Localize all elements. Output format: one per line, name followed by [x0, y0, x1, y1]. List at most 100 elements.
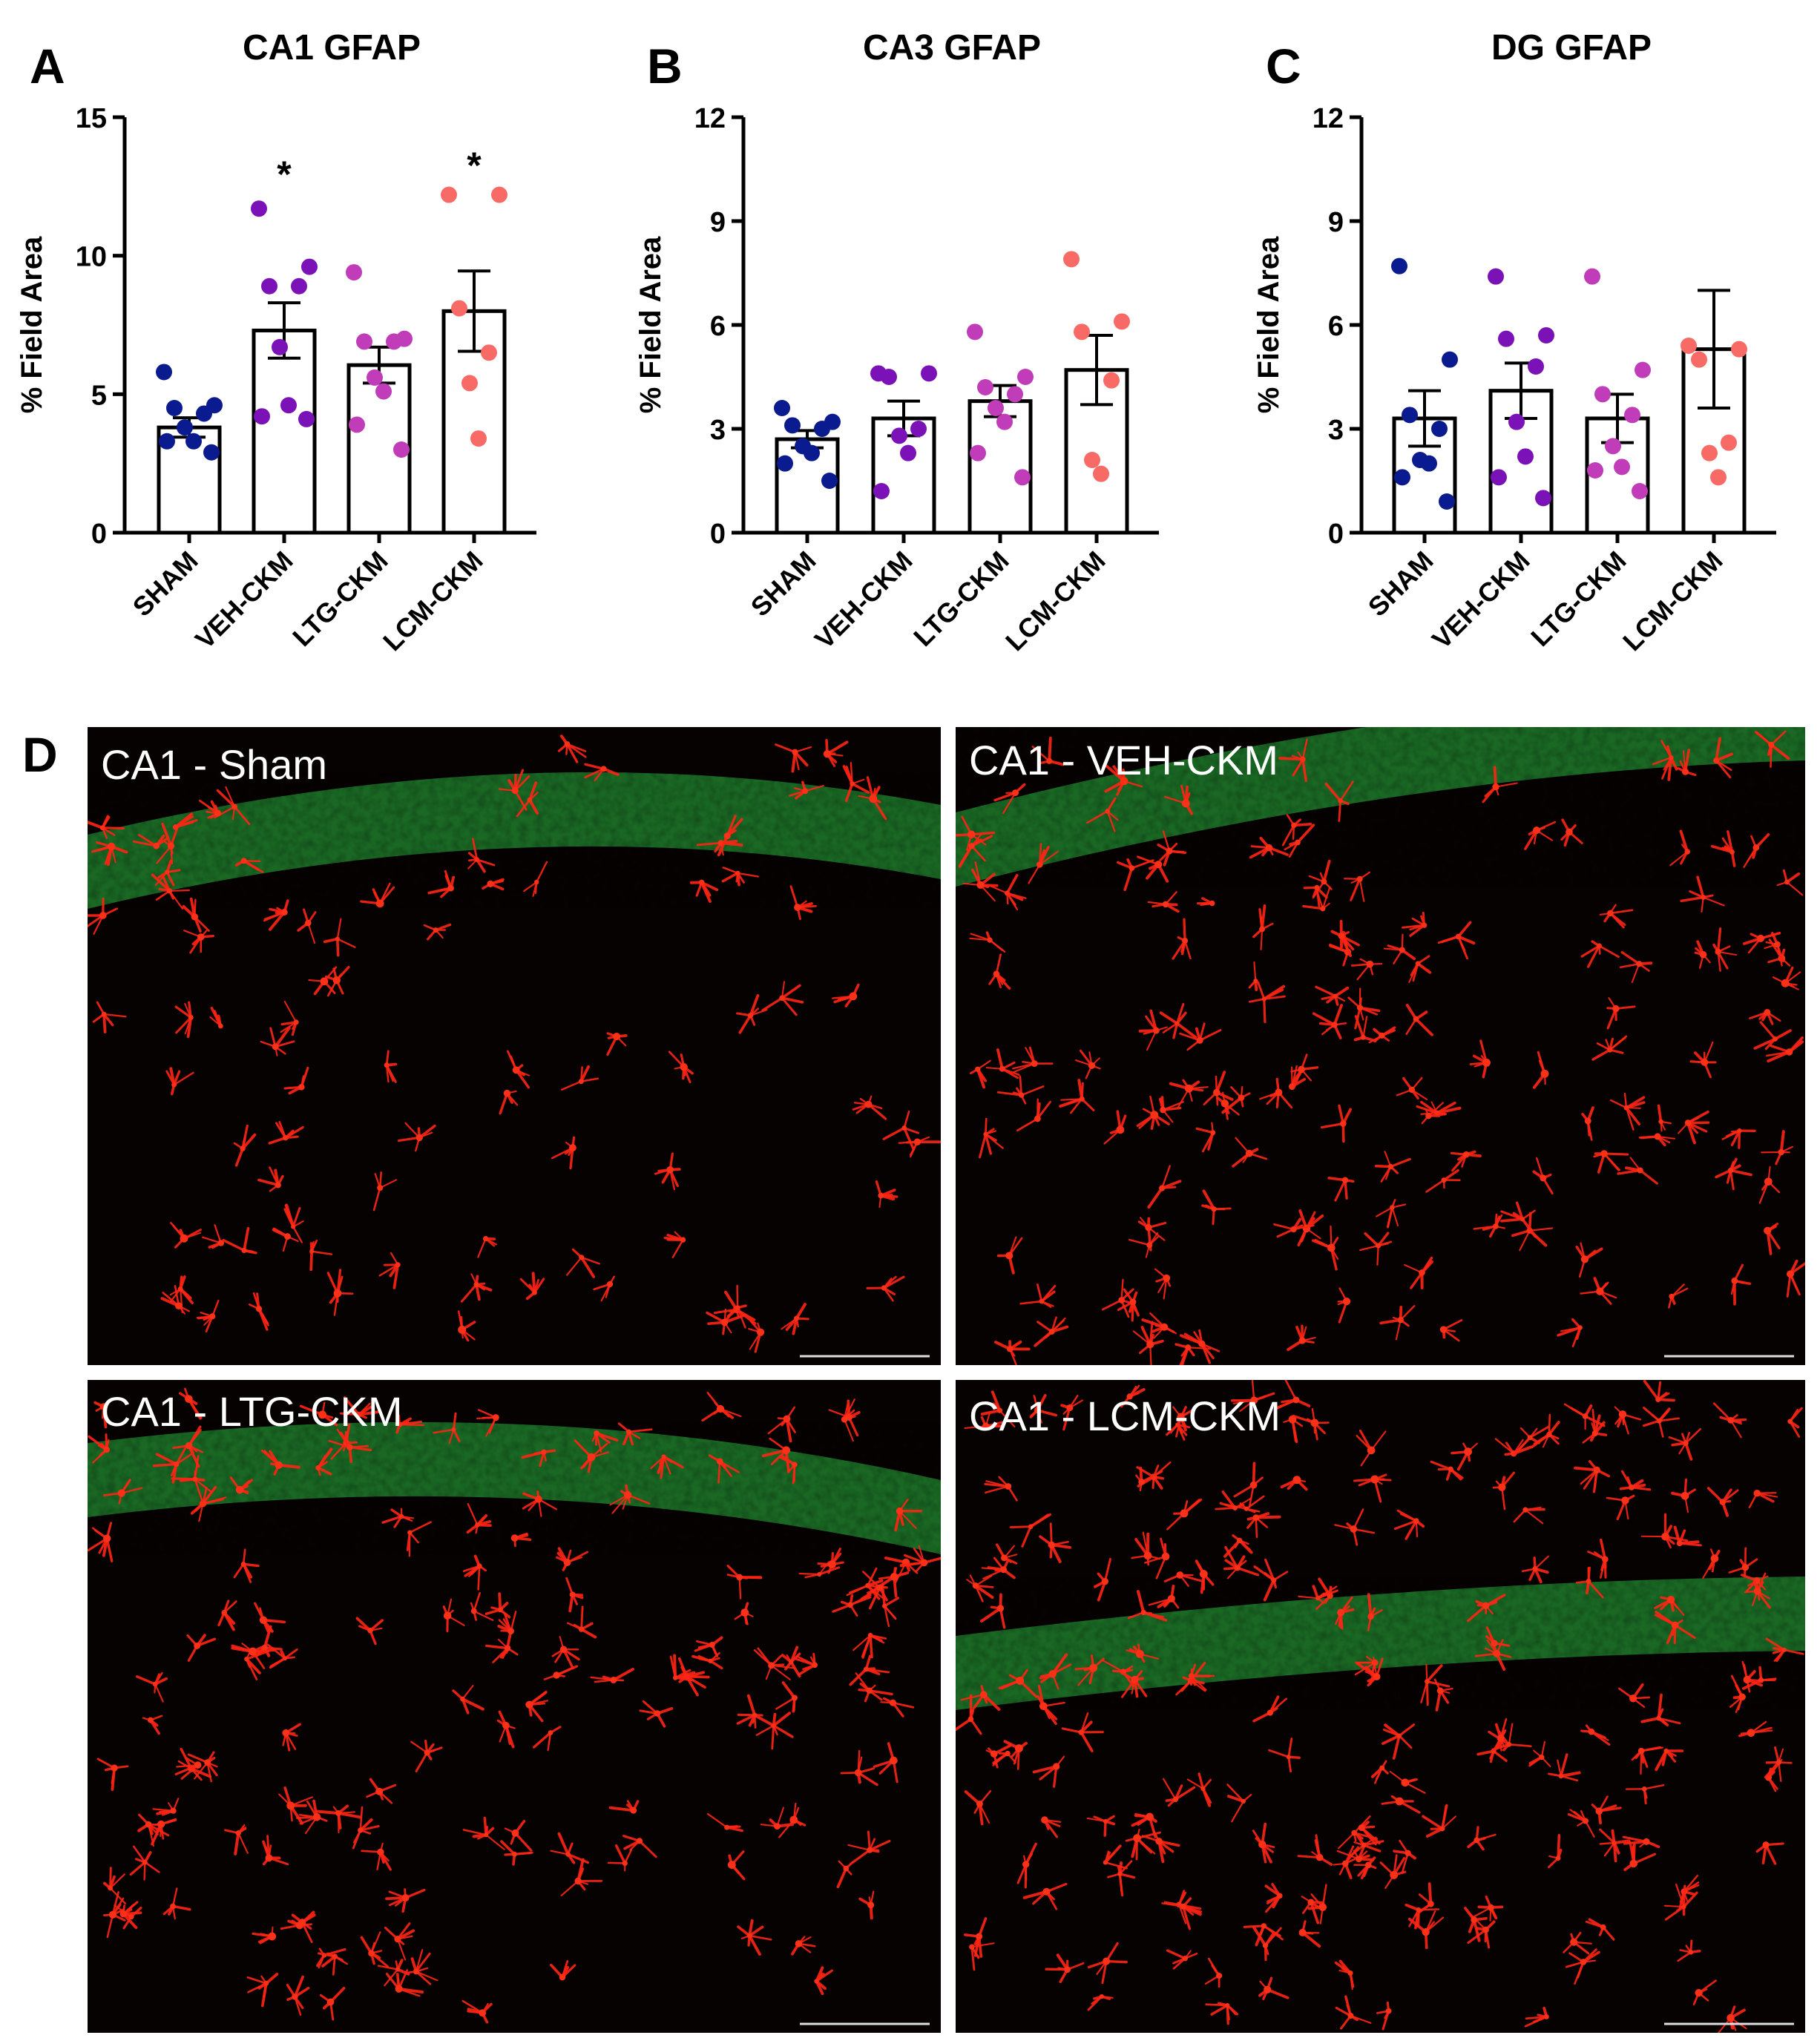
astrocyte	[836, 1860, 854, 1889]
astrocyte	[989, 873, 1027, 911]
astrocyte	[1022, 1882, 1068, 1910]
astrocyte	[1587, 1538, 1609, 1579]
astrocyte	[1103, 1844, 1128, 1870]
astrocyte	[980, 1593, 1006, 1629]
data-point	[1538, 327, 1554, 343]
astrocyte	[504, 1819, 533, 1852]
astrocyte	[361, 1842, 392, 1871]
astrocyte	[516, 781, 539, 818]
astrocyte	[1575, 1566, 1604, 1599]
astrocyte	[1252, 1695, 1288, 1723]
astrocyte	[566, 1605, 597, 1639]
astrocyte	[1631, 1746, 1664, 1775]
astrocyte	[1012, 1046, 1054, 1074]
astrocyte	[1188, 1663, 1215, 1691]
astrocyte	[1259, 1077, 1293, 1109]
astrocyte	[260, 1026, 295, 1056]
astrocyte	[858, 776, 887, 821]
astrocyte	[1677, 749, 1697, 777]
astrocyte	[855, 1672, 893, 1703]
astrocyte	[1215, 1490, 1252, 1511]
data-point	[1605, 438, 1621, 455]
astrocyte	[1301, 1896, 1325, 1924]
astrocyte	[1619, 1470, 1652, 1491]
astrocyte	[460, 1273, 493, 1303]
astrocyte	[1163, 1890, 1202, 1924]
astrocyte	[1353, 1856, 1377, 1880]
data-point	[1584, 268, 1600, 285]
astrocyte	[852, 1095, 887, 1120]
astrocyte	[1087, 1994, 1114, 2011]
astrocyte	[1334, 1959, 1355, 1991]
astrocyte	[985, 1048, 1020, 1079]
astrocyte	[1101, 1278, 1134, 1318]
data-point	[1701, 444, 1718, 461]
astrocyte	[663, 1231, 686, 1258]
astrocyte	[1354, 1655, 1379, 1685]
astrocyte	[1159, 1002, 1198, 1039]
data-point	[1635, 361, 1651, 378]
data-point	[1681, 338, 1697, 354]
astrocyte	[482, 878, 505, 891]
astrocyte	[1669, 829, 1690, 867]
data-point	[1731, 341, 1747, 358]
astrocyte	[981, 1557, 1016, 1580]
astrocyte	[1623, 1841, 1656, 1872]
astrocyte	[182, 897, 210, 933]
astrocyte	[1375, 1151, 1411, 1183]
astrocyte	[169, 1221, 202, 1249]
astrocyte	[1016, 1098, 1051, 1132]
astrocyte	[1786, 1259, 1805, 1298]
astrocyte	[142, 1715, 163, 1735]
astrocyte	[452, 1685, 484, 1715]
astrocyte	[1120, 1384, 1146, 1408]
astrocyte	[1205, 2002, 1239, 2025]
astrocyte	[1580, 1277, 1617, 1305]
micrograph-label: CA1 - LCM-CKM	[969, 1393, 1281, 1439]
astrocyte	[994, 1340, 1031, 1365]
astrocyte	[102, 1479, 143, 1505]
astrocyte	[1761, 1130, 1794, 1166]
astrocyte	[1253, 1558, 1289, 1602]
astrocyte	[1425, 1168, 1461, 1193]
astrocyte	[1201, 1189, 1232, 1226]
astrocyte	[1606, 1494, 1635, 1521]
astrocyte	[1358, 1821, 1381, 1846]
astrocyte	[622, 1835, 657, 1858]
data-point	[1014, 469, 1031, 486]
astrocyte	[998, 1669, 1038, 1698]
astrocyte	[1094, 1557, 1111, 1602]
astrocyte	[1117, 1288, 1140, 1322]
astrocyte	[1029, 1393, 1058, 1424]
astrocyte	[1764, 1223, 1781, 1255]
astrocyte	[384, 1050, 398, 1083]
data-point	[298, 410, 315, 427]
data-point	[451, 300, 467, 317]
astrocyte	[1654, 1611, 1696, 1645]
astrocyte	[1019, 1283, 1057, 1308]
astrocyte	[202, 1224, 224, 1249]
astrocyte	[1172, 918, 1192, 960]
astrocyte	[721, 867, 760, 887]
data-point	[272, 338, 288, 355]
astrocyte	[1347, 987, 1381, 1030]
x-tick-label: LTG-CKM	[907, 545, 1014, 652]
astrocyte	[355, 1617, 384, 1646]
astrocyte	[278, 1786, 313, 1825]
astrocyte	[1482, 766, 1518, 803]
astrocyte	[360, 882, 395, 908]
astrocyte	[639, 1700, 674, 1728]
astrocyte	[1297, 1834, 1333, 1866]
astrocyte	[654, 1152, 681, 1191]
astrocyte	[866, 1275, 905, 1302]
astrocyte	[395, 1414, 424, 1434]
astrocyte	[1643, 1380, 1675, 1402]
data-point	[1093, 465, 1109, 482]
astrocyte	[172, 812, 198, 830]
astrocyte	[860, 1571, 888, 1610]
astrocyte	[1164, 784, 1194, 815]
astrocyte	[817, 1548, 844, 1574]
astrocyte	[352, 1806, 380, 1850]
astrocyte	[1382, 1723, 1416, 1760]
astrocyte	[1287, 1324, 1316, 1352]
